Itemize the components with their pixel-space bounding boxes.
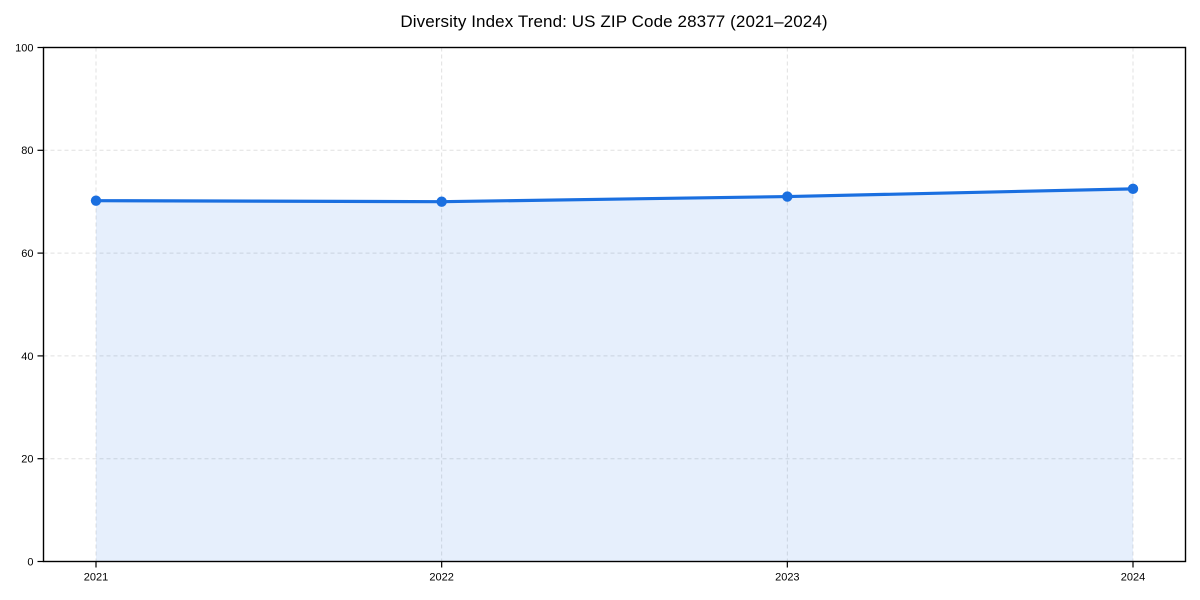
y-tick-label: 80 bbox=[21, 145, 33, 157]
axis-ticks bbox=[37, 46, 1134, 568]
plot-border bbox=[42, 46, 1187, 563]
data-point bbox=[90, 195, 102, 206]
y-tick-label: 0 bbox=[27, 556, 33, 568]
y-tick-label: 100 bbox=[15, 42, 33, 54]
data-points bbox=[90, 183, 1139, 207]
x-tick-label: 2024 bbox=[1121, 572, 1145, 584]
trend-line bbox=[94, 187, 1135, 204]
y-tick-label: 40 bbox=[21, 351, 33, 363]
axis-tick-labels: 0 20 40 60 80 100 2021 2022 2023 2024 bbox=[15, 42, 1145, 583]
x-tick-label: 2022 bbox=[429, 572, 453, 584]
y-tick-label: 60 bbox=[21, 248, 33, 260]
chart-title: Diversity Index Trend: US ZIP Code 28377… bbox=[400, 12, 828, 31]
data-point bbox=[782, 191, 793, 202]
y-tick-label: 20 bbox=[21, 454, 33, 466]
x-tick-label: 2021 bbox=[84, 572, 108, 584]
gridlines bbox=[43, 47, 1186, 562]
data-point bbox=[1127, 183, 1139, 195]
area-fill bbox=[96, 188, 1133, 562]
x-tick-label: 2023 bbox=[775, 572, 799, 584]
data-point bbox=[436, 196, 447, 207]
